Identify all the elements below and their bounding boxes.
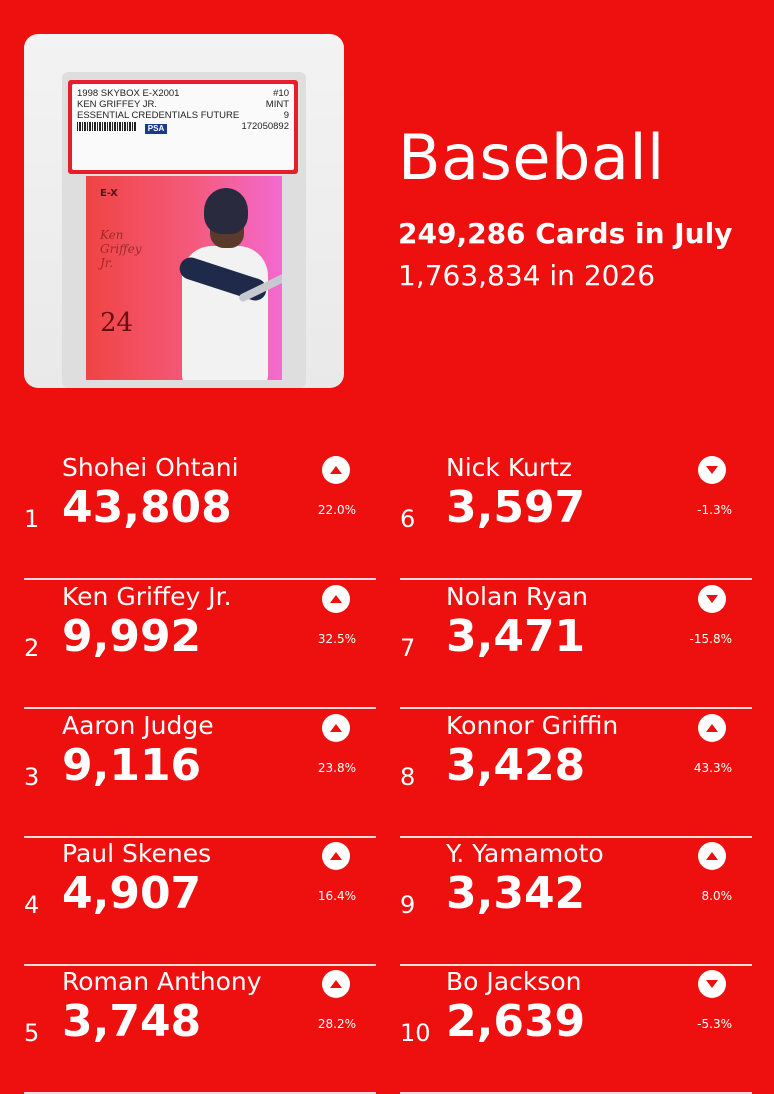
player-name: Paul Skenes	[62, 839, 212, 868]
rank-number: 10	[400, 1019, 431, 1047]
trend-down-icon	[698, 456, 726, 484]
trend-up-icon	[322, 714, 350, 742]
card-brand-logo: E-X	[100, 188, 118, 199]
label-card-number: #10	[273, 88, 289, 99]
percent-change: 16.4%	[317, 889, 356, 903]
row-divider	[400, 964, 752, 966]
trend-up-icon	[322, 970, 350, 998]
trend-up-icon	[698, 714, 726, 742]
label-card-set: 1998 SKYBOX E-X2001	[77, 88, 180, 99]
card-count: 4,907	[62, 868, 202, 919]
player-name: Y. Yamamoto	[446, 839, 604, 868]
percent-change: 43.3%	[693, 761, 732, 775]
card-count: 2,639	[446, 996, 586, 1047]
player-name: Ken Griffey Jr.	[62, 582, 232, 611]
ranking-item: 7 Nolan Ryan 3,471 -15.8%	[400, 581, 752, 709]
row-divider	[400, 836, 752, 838]
card-count: 3,342	[446, 868, 586, 919]
ranking-item: 2 Ken Griffey Jr. 9,992 32.5%	[24, 581, 376, 709]
player-name: Konnor Griffin	[446, 711, 619, 740]
rank-number: 5	[24, 1019, 40, 1047]
row-divider	[24, 578, 376, 580]
card-count: 3,597	[446, 482, 586, 533]
rank-number: 1	[24, 505, 40, 533]
percent-change: -5.3%	[697, 1017, 732, 1031]
psa-logo: PSA	[145, 124, 167, 134]
label-cert-number: 172050892	[241, 121, 289, 132]
percent-change: 23.8%	[317, 761, 356, 775]
card-count: 43,808	[62, 482, 232, 533]
trend-down-icon	[698, 970, 726, 998]
row-divider	[24, 1092, 376, 1094]
trend-up-icon	[322, 456, 350, 484]
percent-change: -1.3%	[697, 503, 732, 517]
rank-number: 6	[400, 505, 416, 533]
card-count: 9,992	[62, 611, 202, 662]
label-grade-number: 9	[283, 110, 289, 121]
percent-change: 8.0%	[701, 889, 733, 903]
percent-change: -15.8%	[689, 632, 732, 646]
label-insert: ESSENTIAL CREDENTIALS FUTURE	[77, 110, 240, 121]
label-player: KEN GRIFFEY JR.	[77, 99, 158, 110]
ranking-item: 5 Roman Anthony 3,748 28.2%	[24, 966, 376, 1094]
player-name: Bo Jackson	[446, 967, 582, 996]
label-grade-word: MINT	[265, 99, 289, 110]
row-divider	[400, 707, 752, 709]
row-divider	[24, 707, 376, 709]
row-divider	[24, 836, 376, 838]
barcode-icon	[77, 122, 137, 131]
trend-up-icon	[322, 842, 350, 870]
trend-up-icon	[698, 842, 726, 870]
rank-number: 8	[400, 763, 416, 791]
ranking-item: 4 Paul Skenes 4,907 16.4%	[24, 838, 376, 966]
trend-down-icon	[698, 585, 726, 613]
card-signature-text: Ken Griffey Jr.	[100, 228, 142, 270]
yearly-cards-summary: 1,763,834 in 2026	[398, 259, 656, 292]
monthly-cards-summary: 249,286 Cards in July	[398, 217, 733, 250]
card-count: 9,116	[62, 740, 202, 791]
row-divider	[400, 1092, 752, 1094]
percent-change: 28.2%	[317, 1017, 356, 1031]
trend-up-icon	[322, 585, 350, 613]
grading-label: 1998 SKYBOX E-X2001 #10 KEN GRIFFEY JR. …	[68, 80, 298, 174]
card-jersey-number: 24	[100, 308, 134, 338]
ranking-item: 10 Bo Jackson 2,639 -5.3%	[400, 966, 752, 1094]
percent-change: 32.5%	[317, 632, 356, 646]
grading-label-text: 1998 SKYBOX E-X2001 #10 KEN GRIFFEY JR. …	[72, 84, 294, 170]
player-name: Roman Anthony	[62, 967, 262, 996]
ranking-item: 6 Nick Kurtz 3,597 -1.3%	[400, 452, 752, 580]
percent-change: 22.0%	[317, 503, 356, 517]
ranking-item: 1 Shohei Ohtani 43,808 22.0%	[24, 452, 376, 580]
player-name: Shohei Ohtani	[62, 453, 239, 482]
card-count: 3,428	[446, 740, 586, 791]
player-name: Nick Kurtz	[446, 453, 573, 482]
page-title: Baseball	[398, 121, 665, 194]
card-count: 3,471	[446, 611, 586, 662]
row-divider	[400, 578, 752, 580]
rank-number: 7	[400, 634, 416, 662]
player-name: Nolan Ryan	[446, 582, 589, 611]
trading-card-image: E-X Ken Griffey Jr. 24	[86, 176, 282, 380]
player-name: Aaron Judge	[62, 711, 214, 740]
rank-number: 4	[24, 891, 40, 919]
rank-number: 9	[400, 891, 416, 919]
ranking-item: 3 Aaron Judge 9,116 23.8%	[24, 710, 376, 838]
rank-number: 3	[24, 763, 40, 791]
player-helmet	[204, 188, 248, 234]
ranking-item: 9 Y. Yamamoto 3,342 8.0%	[400, 838, 752, 966]
ranking-item: 8 Konnor Griffin 3,428 43.3%	[400, 710, 752, 838]
card-count: 3,748	[62, 996, 202, 1047]
row-divider	[24, 964, 376, 966]
rank-number: 2	[24, 634, 40, 662]
